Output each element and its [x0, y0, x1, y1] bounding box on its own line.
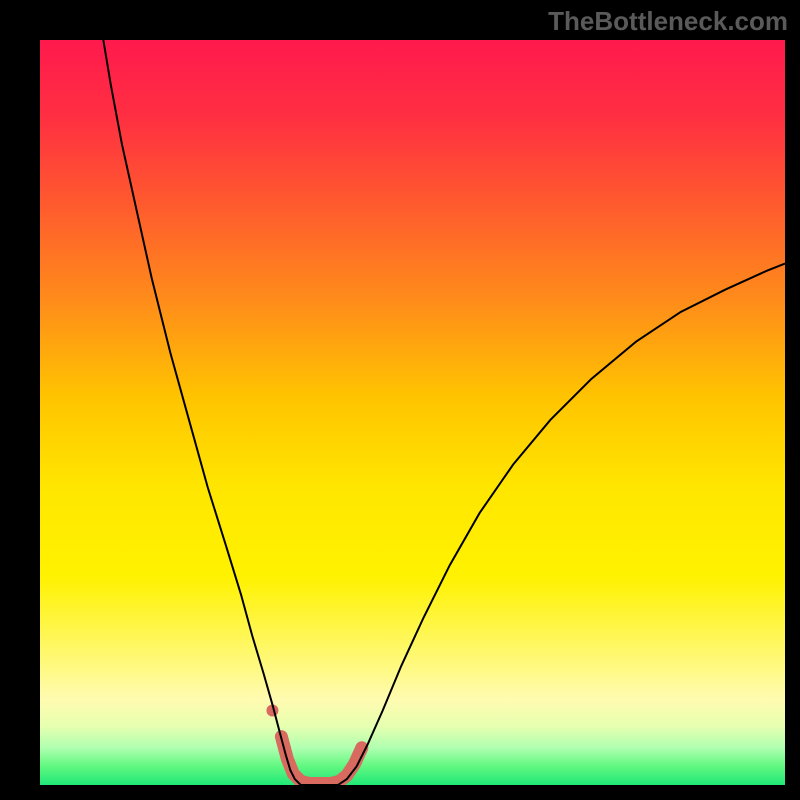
watermark: TheBottleneck.com — [548, 6, 788, 37]
plot-area — [40, 40, 785, 785]
gradient-background — [40, 40, 785, 785]
chart-container: TheBottleneck.com — [0, 0, 800, 800]
plot-svg — [40, 40, 785, 785]
